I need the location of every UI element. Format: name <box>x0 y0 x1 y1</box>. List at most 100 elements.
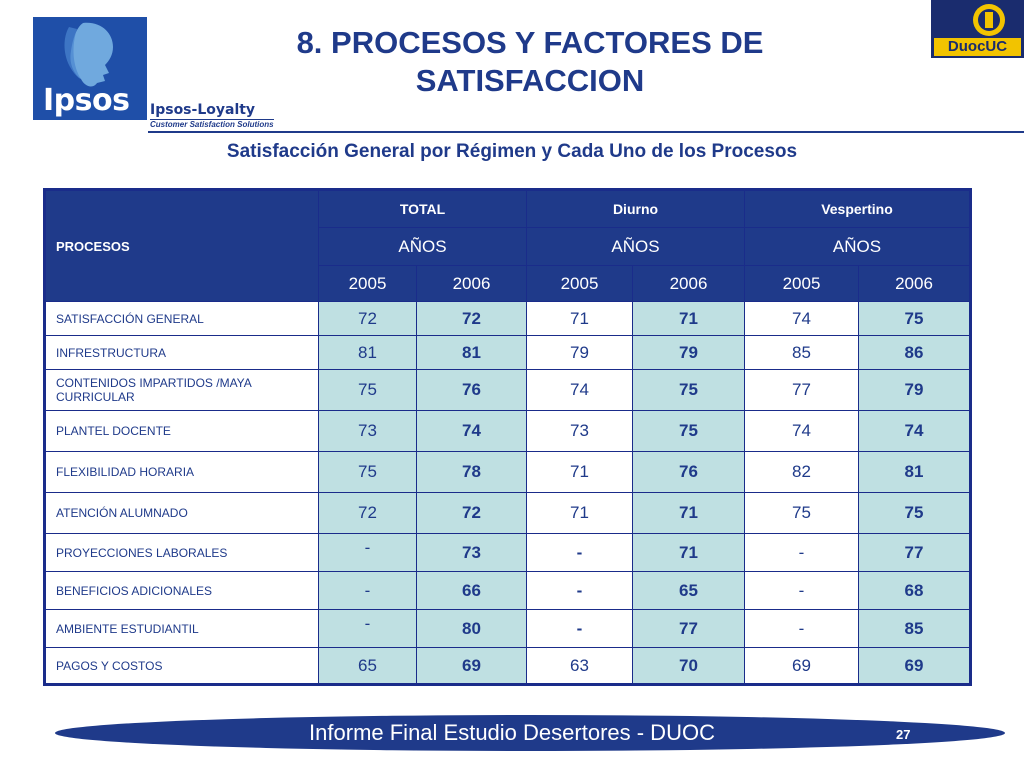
value-text: - <box>364 537 371 557</box>
year-header: 2006 <box>632 265 745 302</box>
value-cell: 74 <box>858 410 971 452</box>
value-cell: 75 <box>632 369 745 411</box>
value-cell: 73 <box>526 410 633 452</box>
value-cell: 74 <box>526 369 633 411</box>
row-label: ATENCIÓN ALUMNADO <box>44 492 319 534</box>
page-number: 27 <box>896 727 911 742</box>
value-cell: 75 <box>318 369 417 411</box>
value-cell: 76 <box>416 369 527 411</box>
value-cell: 71 <box>526 451 633 493</box>
value-cell: 85 <box>858 609 971 648</box>
value-cell: - <box>526 571 633 610</box>
value-cell: 86 <box>858 335 971 370</box>
value-cell: 78 <box>416 451 527 493</box>
value-cell: 77 <box>632 609 745 648</box>
value-cell: - <box>318 533 417 572</box>
year-header: 2005 <box>526 265 633 302</box>
value-cell: 70 <box>632 647 745 685</box>
value-cell: 69 <box>416 647 527 685</box>
table-row: ATENCIÓN ALUMNADO 72 72 71 71 75 75 <box>44 492 971 534</box>
value-cell: 74 <box>416 410 527 452</box>
years-label: AÑOS <box>744 227 971 266</box>
value-cell: 71 <box>526 492 633 534</box>
value-cell: 79 <box>526 335 633 370</box>
value-cell: 74 <box>744 301 859 336</box>
table-row: INFRESTRUCTURA 81 81 79 79 85 86 <box>44 335 971 370</box>
row-label: PAGOS Y COSTOS <box>44 647 319 685</box>
value-cell: 63 <box>526 647 633 685</box>
value-cell: - <box>318 609 417 648</box>
row-label: FLEXIBILIDAD HORARIA <box>44 451 319 493</box>
value-cell: - <box>744 609 859 648</box>
page-title: 8. PROCESOS Y FACTORES DE SATISFACCION <box>296 25 764 98</box>
year-header: 2006 <box>416 265 527 302</box>
value-cell: 71 <box>632 533 745 572</box>
ipsos-loyalty-title: Ipsos-Loyalty <box>150 102 256 118</box>
value-cell: 75 <box>632 410 745 452</box>
value-cell: 73 <box>416 533 527 572</box>
value-cell: 81 <box>858 451 971 493</box>
value-cell: 81 <box>416 335 527 370</box>
crest-icon <box>973 4 1005 36</box>
value-text: - <box>364 613 371 633</box>
duoc-logo: DuocUC <box>931 0 1024 58</box>
table-row: PLANTEL DOCENTE 73 74 73 75 74 74 <box>44 410 971 452</box>
value-cell: 72 <box>318 492 417 534</box>
row-label: PLANTEL DOCENTE <box>44 410 319 452</box>
table-row: FLEXIBILIDAD HORARIA 75 78 71 76 82 81 <box>44 451 971 493</box>
value-cell: 71 <box>526 301 633 336</box>
year-header: 2005 <box>318 265 417 302</box>
table-row: CONTENIDOS IMPARTIDOS /MAYA CURRICULAR 7… <box>44 369 971 411</box>
ipsos-loyalty-tagline: Customer Satisfaction Solutions <box>150 119 274 129</box>
header-row-years: 2005 2006 2005 2006 2005 2006 <box>45 265 971 302</box>
group-header-vespertino: Vespertino <box>744 189 971 228</box>
title-divider <box>148 131 1024 133</box>
years-label: AÑOS <box>526 227 745 266</box>
row-label: AMBIENTE ESTUDIANTIL <box>44 609 319 648</box>
value-cell: 77 <box>744 369 859 411</box>
value-cell: 66 <box>416 571 527 610</box>
value-cell: 72 <box>416 301 527 336</box>
ipsos-logo: Ipsos <box>33 17 147 120</box>
value-cell: - <box>318 571 417 610</box>
value-cell: - <box>744 533 859 572</box>
value-cell: 82 <box>744 451 859 493</box>
value-cell: 73 <box>318 410 417 452</box>
row-label: BENEFICIOS ADICIONALES <box>44 571 319 610</box>
ipsos-logo-text: Ipsos <box>43 83 130 118</box>
value-cell: 71 <box>632 301 745 336</box>
group-header-total: TOTAL <box>318 189 527 228</box>
value-cell: 71 <box>632 492 745 534</box>
table-row: SATISFACCIÓN GENERAL 72 72 71 71 74 75 <box>44 301 971 336</box>
face-silhouette-icon <box>64 22 113 87</box>
value-cell: 69 <box>858 647 971 685</box>
footer-banner <box>55 715 1005 751</box>
row-label: CONTENIDOS IMPARTIDOS /MAYA CURRICULAR <box>44 369 319 411</box>
table-row: AMBIENTE ESTUDIANTIL - 80 - 77 - 85 <box>44 609 971 648</box>
header-row-groups: PROCESOS TOTAL Diurno Vespertino <box>44 189 971 302</box>
value-cell: 65 <box>318 647 417 685</box>
row-label: SATISFACCIÓN GENERAL <box>44 301 319 336</box>
table-row: PROYECCIONES LABORALES - 73 - 71 - 77 <box>44 533 971 572</box>
year-header: 2005 <box>744 265 859 302</box>
value-cell: 68 <box>858 571 971 610</box>
group-header-diurno: Diurno <box>526 189 745 228</box>
table-row: BENEFICIOS ADICIONALES - 66 - 65 - 68 <box>44 571 971 610</box>
value-cell: 79 <box>632 335 745 370</box>
table-row: PAGOS Y COSTOS 65 69 63 70 69 69 <box>44 647 971 685</box>
value-cell: 72 <box>416 492 527 534</box>
ipsos-loyalty-label: Ipsos-Loyalty Customer Satisfaction Solu… <box>150 102 274 129</box>
value-cell: 72 <box>318 301 417 336</box>
footer-title: Informe Final Estudio Desertores - DUOC <box>309 720 715 745</box>
years-label: AÑOS <box>318 227 527 266</box>
row-label: INFRESTRUCTURA <box>44 335 319 370</box>
value-cell: 75 <box>858 301 971 336</box>
value-cell: 74 <box>744 410 859 452</box>
value-cell: - <box>526 533 633 572</box>
value-cell: 69 <box>744 647 859 685</box>
value-cell: 85 <box>744 335 859 370</box>
value-cell: 81 <box>318 335 417 370</box>
value-cell: 77 <box>858 533 971 572</box>
year-header: 2006 <box>858 265 971 302</box>
table-subtitle: Satisfacción General por Régimen y Cada … <box>226 141 798 162</box>
